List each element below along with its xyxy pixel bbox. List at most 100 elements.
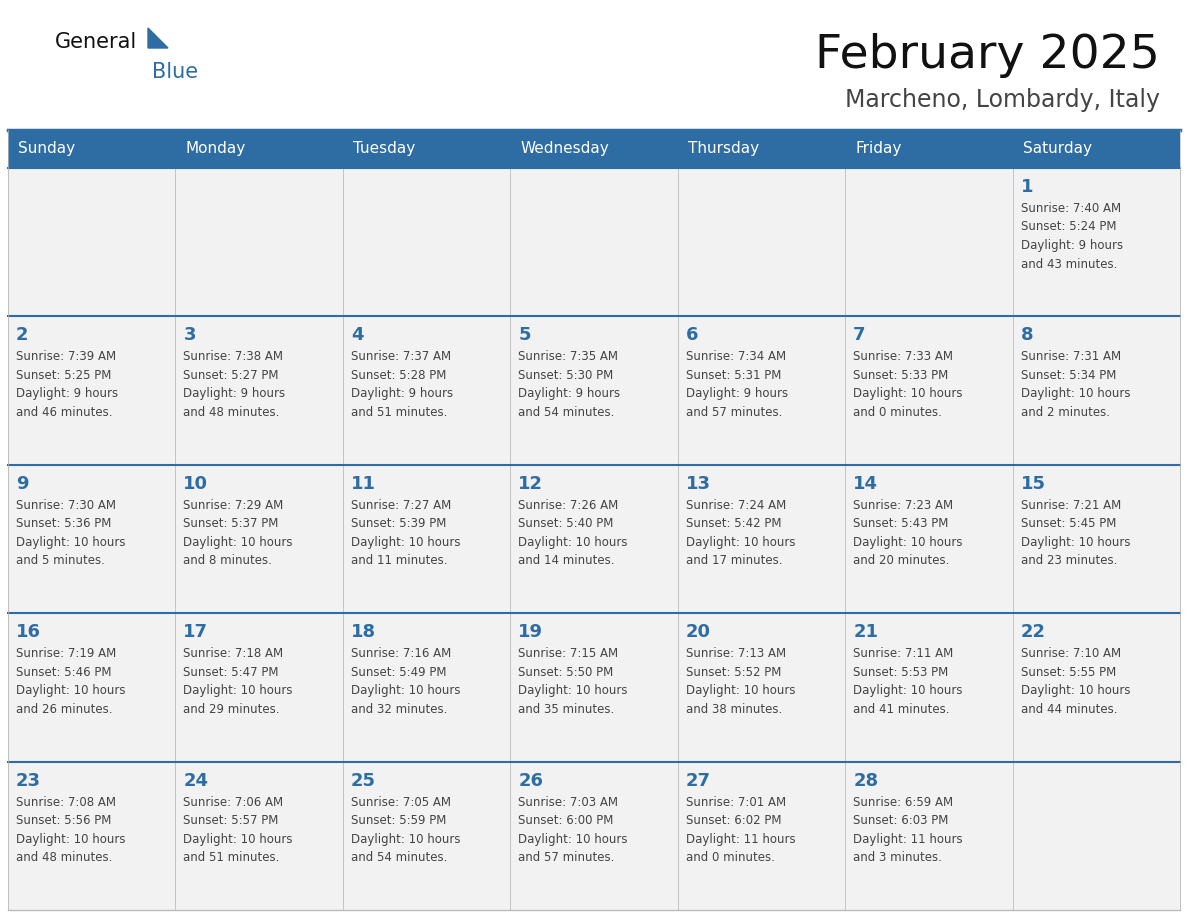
Bar (511, 465, 677, 613)
Text: 17: 17 (183, 623, 208, 641)
Text: Sunrise: 6:59 AM
Sunset: 6:03 PM
Daylight: 11 hours
and 3 minutes.: Sunrise: 6:59 AM Sunset: 6:03 PM Dayligh… (853, 796, 962, 864)
Bar (1012, 762, 1180, 910)
Bar (176, 130, 343, 168)
Text: 20: 20 (685, 623, 710, 641)
Text: 24: 24 (183, 772, 208, 789)
Bar (845, 465, 1012, 613)
Text: Sunrise: 7:37 AM
Sunset: 5:28 PM
Daylight: 9 hours
and 51 minutes.: Sunrise: 7:37 AM Sunset: 5:28 PM Dayligh… (350, 351, 453, 419)
Text: Sunrise: 7:40 AM
Sunset: 5:24 PM
Daylight: 9 hours
and 43 minutes.: Sunrise: 7:40 AM Sunset: 5:24 PM Dayligh… (1020, 202, 1123, 271)
Text: 6: 6 (685, 327, 699, 344)
Bar (343, 613, 511, 762)
Text: Sunrise: 7:35 AM
Sunset: 5:30 PM
Daylight: 9 hours
and 54 minutes.: Sunrise: 7:35 AM Sunset: 5:30 PM Dayligh… (518, 351, 620, 419)
Text: 21: 21 (853, 623, 878, 641)
Text: Sunrise: 7:27 AM
Sunset: 5:39 PM
Daylight: 10 hours
and 11 minutes.: Sunrise: 7:27 AM Sunset: 5:39 PM Dayligh… (350, 498, 461, 567)
Text: 4: 4 (350, 327, 364, 344)
Text: Wednesday: Wednesday (520, 141, 609, 156)
Bar (677, 130, 845, 168)
Text: 5: 5 (518, 327, 531, 344)
Text: Saturday: Saturday (1023, 141, 1092, 156)
Text: 28: 28 (853, 772, 878, 789)
Text: Sunrise: 7:18 AM
Sunset: 5:47 PM
Daylight: 10 hours
and 29 minutes.: Sunrise: 7:18 AM Sunset: 5:47 PM Dayligh… (183, 647, 293, 716)
Bar (8, 613, 176, 762)
Bar (845, 130, 1012, 168)
Text: Monday: Monday (185, 141, 246, 156)
Bar (677, 613, 845, 762)
Text: Sunrise: 7:38 AM
Sunset: 5:27 PM
Daylight: 9 hours
and 48 minutes.: Sunrise: 7:38 AM Sunset: 5:27 PM Dayligh… (183, 351, 285, 419)
Text: February 2025: February 2025 (815, 32, 1159, 77)
Text: Sunrise: 7:29 AM
Sunset: 5:37 PM
Daylight: 10 hours
and 8 minutes.: Sunrise: 7:29 AM Sunset: 5:37 PM Dayligh… (183, 498, 293, 567)
Text: 18: 18 (350, 623, 375, 641)
Bar (677, 465, 845, 613)
Text: Sunrise: 7:39 AM
Sunset: 5:25 PM
Daylight: 9 hours
and 46 minutes.: Sunrise: 7:39 AM Sunset: 5:25 PM Dayligh… (15, 351, 118, 419)
Bar (8, 130, 176, 168)
Text: Sunrise: 7:31 AM
Sunset: 5:34 PM
Daylight: 10 hours
and 2 minutes.: Sunrise: 7:31 AM Sunset: 5:34 PM Dayligh… (1020, 351, 1130, 419)
Text: Sunrise: 7:21 AM
Sunset: 5:45 PM
Daylight: 10 hours
and 23 minutes.: Sunrise: 7:21 AM Sunset: 5:45 PM Dayligh… (1020, 498, 1130, 567)
Text: 7: 7 (853, 327, 866, 344)
Bar (176, 168, 343, 317)
Bar (845, 762, 1012, 910)
Text: Sunrise: 7:11 AM
Sunset: 5:53 PM
Daylight: 10 hours
and 41 minutes.: Sunrise: 7:11 AM Sunset: 5:53 PM Dayligh… (853, 647, 962, 716)
Text: Sunrise: 7:19 AM
Sunset: 5:46 PM
Daylight: 10 hours
and 26 minutes.: Sunrise: 7:19 AM Sunset: 5:46 PM Dayligh… (15, 647, 126, 716)
Text: 10: 10 (183, 475, 208, 493)
Bar (1012, 465, 1180, 613)
Text: 25: 25 (350, 772, 375, 789)
Text: Sunrise: 7:10 AM
Sunset: 5:55 PM
Daylight: 10 hours
and 44 minutes.: Sunrise: 7:10 AM Sunset: 5:55 PM Dayligh… (1020, 647, 1130, 716)
Text: Marcheno, Lombardy, Italy: Marcheno, Lombardy, Italy (845, 88, 1159, 112)
Text: Sunrise: 7:01 AM
Sunset: 6:02 PM
Daylight: 11 hours
and 0 minutes.: Sunrise: 7:01 AM Sunset: 6:02 PM Dayligh… (685, 796, 795, 864)
Bar (1012, 168, 1180, 317)
Text: Sunrise: 7:30 AM
Sunset: 5:36 PM
Daylight: 10 hours
and 5 minutes.: Sunrise: 7:30 AM Sunset: 5:36 PM Dayligh… (15, 498, 126, 567)
Bar (8, 168, 176, 317)
Bar (343, 168, 511, 317)
Bar (8, 465, 176, 613)
Text: 9: 9 (15, 475, 29, 493)
Text: 2: 2 (15, 327, 29, 344)
Bar (511, 613, 677, 762)
Bar (343, 317, 511, 465)
Text: 27: 27 (685, 772, 710, 789)
Text: 1: 1 (1020, 178, 1034, 196)
Bar (511, 762, 677, 910)
Text: 16: 16 (15, 623, 42, 641)
Text: Sunrise: 7:13 AM
Sunset: 5:52 PM
Daylight: 10 hours
and 38 minutes.: Sunrise: 7:13 AM Sunset: 5:52 PM Dayligh… (685, 647, 795, 716)
Text: Sunrise: 7:08 AM
Sunset: 5:56 PM
Daylight: 10 hours
and 48 minutes.: Sunrise: 7:08 AM Sunset: 5:56 PM Dayligh… (15, 796, 126, 864)
Bar (511, 130, 677, 168)
Text: Sunrise: 7:03 AM
Sunset: 6:00 PM
Daylight: 10 hours
and 57 minutes.: Sunrise: 7:03 AM Sunset: 6:00 PM Dayligh… (518, 796, 627, 864)
Bar (1012, 613, 1180, 762)
Text: Tuesday: Tuesday (353, 141, 415, 156)
Bar (1012, 317, 1180, 465)
Text: 12: 12 (518, 475, 543, 493)
Bar (176, 613, 343, 762)
Bar (176, 317, 343, 465)
Text: 8: 8 (1020, 327, 1034, 344)
Bar (176, 762, 343, 910)
Bar (1012, 130, 1180, 168)
Text: Sunrise: 7:33 AM
Sunset: 5:33 PM
Daylight: 10 hours
and 0 minutes.: Sunrise: 7:33 AM Sunset: 5:33 PM Dayligh… (853, 351, 962, 419)
Text: Sunrise: 7:15 AM
Sunset: 5:50 PM
Daylight: 10 hours
and 35 minutes.: Sunrise: 7:15 AM Sunset: 5:50 PM Dayligh… (518, 647, 627, 716)
Bar (8, 762, 176, 910)
Text: Blue: Blue (152, 62, 198, 82)
Bar (343, 130, 511, 168)
Text: Sunrise: 7:05 AM
Sunset: 5:59 PM
Daylight: 10 hours
and 54 minutes.: Sunrise: 7:05 AM Sunset: 5:59 PM Dayligh… (350, 796, 461, 864)
Bar (845, 317, 1012, 465)
Bar (343, 762, 511, 910)
Text: Thursday: Thursday (688, 141, 759, 156)
Text: 19: 19 (518, 623, 543, 641)
Text: Sunrise: 7:23 AM
Sunset: 5:43 PM
Daylight: 10 hours
and 20 minutes.: Sunrise: 7:23 AM Sunset: 5:43 PM Dayligh… (853, 498, 962, 567)
Bar (343, 465, 511, 613)
Bar (511, 168, 677, 317)
Bar (845, 613, 1012, 762)
Bar (677, 762, 845, 910)
Bar (845, 168, 1012, 317)
Text: Sunrise: 7:34 AM
Sunset: 5:31 PM
Daylight: 9 hours
and 57 minutes.: Sunrise: 7:34 AM Sunset: 5:31 PM Dayligh… (685, 351, 788, 419)
Bar (677, 317, 845, 465)
Polygon shape (148, 28, 168, 48)
Bar (511, 317, 677, 465)
Text: Sunrise: 7:06 AM
Sunset: 5:57 PM
Daylight: 10 hours
and 51 minutes.: Sunrise: 7:06 AM Sunset: 5:57 PM Dayligh… (183, 796, 293, 864)
Text: 23: 23 (15, 772, 42, 789)
Text: Sunrise: 7:26 AM
Sunset: 5:40 PM
Daylight: 10 hours
and 14 minutes.: Sunrise: 7:26 AM Sunset: 5:40 PM Dayligh… (518, 498, 627, 567)
Text: 14: 14 (853, 475, 878, 493)
Bar (677, 168, 845, 317)
Text: Sunrise: 7:16 AM
Sunset: 5:49 PM
Daylight: 10 hours
and 32 minutes.: Sunrise: 7:16 AM Sunset: 5:49 PM Dayligh… (350, 647, 461, 716)
Text: 13: 13 (685, 475, 710, 493)
Text: 15: 15 (1020, 475, 1045, 493)
